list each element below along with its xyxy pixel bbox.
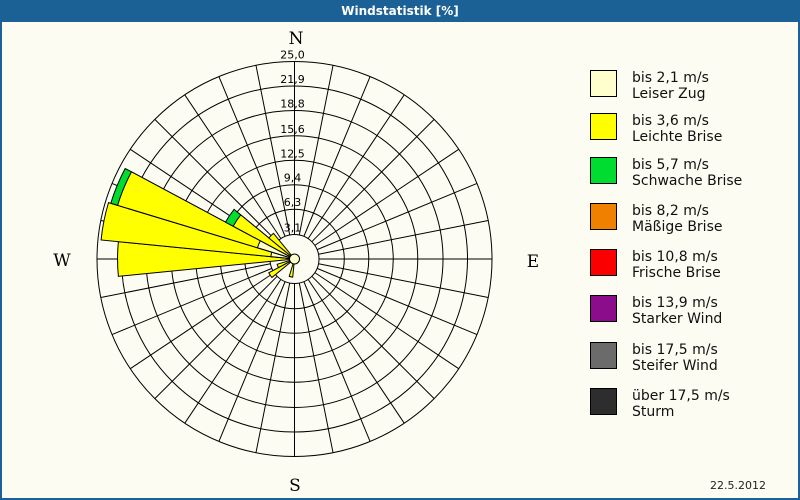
compass-label-south: S (289, 476, 301, 496)
wind-rose-wedge (232, 214, 295, 260)
polar-grid-spoke (255, 282, 291, 453)
r-axis-tick-label: 12,5 (280, 147, 305, 160)
legend-class-name: Steifer Wind (632, 357, 718, 374)
polar-grid-spoke (154, 118, 278, 243)
polar-grid-spoke (111, 267, 273, 336)
polar-grid-spoke (311, 275, 435, 400)
polar-grid-spoke (255, 65, 291, 236)
polar-grid-spoke (316, 267, 478, 336)
legend-speed-limit: bis 10,8 m/s (632, 249, 718, 265)
polar-grid-spoke (303, 76, 371, 237)
calm-center-marker (289, 253, 300, 265)
legend-speed-limit: bis 5,7 m/s (632, 157, 709, 173)
polar-grid-spoke (184, 94, 282, 239)
polar-grid-spoke (218, 281, 286, 442)
legend-class-name: Frische Brise (632, 264, 721, 281)
legend-class-name: Starker Wind (632, 310, 723, 327)
polar-grid-spoke (314, 148, 459, 246)
legend-color-swatch (590, 203, 617, 230)
date-label: 22.5.2012 (710, 479, 766, 492)
compass-label-west: W (53, 251, 71, 271)
legend-color-swatch (590, 113, 617, 140)
compass-label-east: E (526, 252, 540, 272)
legend-speed-limit: über 17,5 m/s (632, 388, 730, 404)
legend-color-swatch (590, 70, 617, 97)
wind-rose-wedge (268, 258, 295, 279)
compass-label-north: N (288, 29, 304, 49)
r-axis-tick-label: 18,8 (280, 97, 305, 110)
polar-grid-spoke (316, 182, 478, 251)
polar-grid-spoke (307, 94, 405, 239)
legend-class-name: Schwache Brise (632, 172, 743, 189)
legend-class-name: Leichte Brise (632, 128, 723, 145)
legend-color-swatch (590, 342, 617, 369)
legend-speed-limit: bis 17,5 m/s (632, 342, 718, 358)
wind-rose-wedge (116, 171, 295, 260)
polar-grid-spoke (314, 272, 459, 370)
r-axis-tick-label: 21,9 (280, 73, 305, 86)
polar-grid-spoke (318, 263, 489, 299)
window-title: Windstatistik [%] (2, 0, 798, 22)
polar-grid-spoke (298, 282, 334, 453)
legend-speed-limit: bis 2,1 m/s (632, 70, 709, 86)
polar-grid-spoke (100, 263, 271, 299)
polar-grid-spoke (218, 76, 286, 237)
wind-rose-wedge (268, 232, 295, 260)
legend-speed-limit: bis 13,9 m/s (632, 295, 718, 311)
polar-grid-spoke (303, 281, 371, 442)
legend-speed-limit: bis 8,2 m/s (632, 203, 709, 219)
polar-grid-spoke (298, 65, 334, 236)
legend-color-swatch (590, 295, 617, 322)
polar-grid-spoke (154, 275, 278, 400)
r-axis-tick-label: 3,1 (284, 222, 302, 235)
polar-grid-spoke (130, 272, 275, 370)
legend-class-name: Leiser Zug (632, 85, 706, 102)
legend-color-swatch (590, 249, 617, 276)
polar-grid-spoke (184, 279, 282, 424)
legend-color-swatch (590, 388, 617, 415)
legend-speed-limit: bis 3,6 m/s (632, 113, 709, 129)
polar-grid-spoke (311, 118, 435, 243)
legend-class-name: Mäßige Brise (632, 218, 723, 235)
legend-class-name: Sturm (632, 403, 675, 420)
legend-color-swatch (590, 157, 617, 184)
r-axis-tick-label: 6,3 (284, 196, 302, 209)
polar-grid-spoke (307, 279, 405, 424)
wind-rose-chart: 3,1 6,3 9,4 12,5 15,6 18,8 21,9 25,0 N E S W bi… (2, 22, 798, 498)
r-axis-tick-label: 9,4 (284, 172, 302, 185)
wind-rose-wedge (100, 201, 295, 260)
wind-rose-plot: 3,1 6,3 9,4 12,5 15,6 18,8 21,9 25,0 (96, 49, 493, 457)
polar-grid-spoke (318, 219, 489, 255)
r-axis-tick-label: 15,6 (280, 123, 305, 136)
r-axis-tick-label: 25,0 (280, 49, 305, 62)
